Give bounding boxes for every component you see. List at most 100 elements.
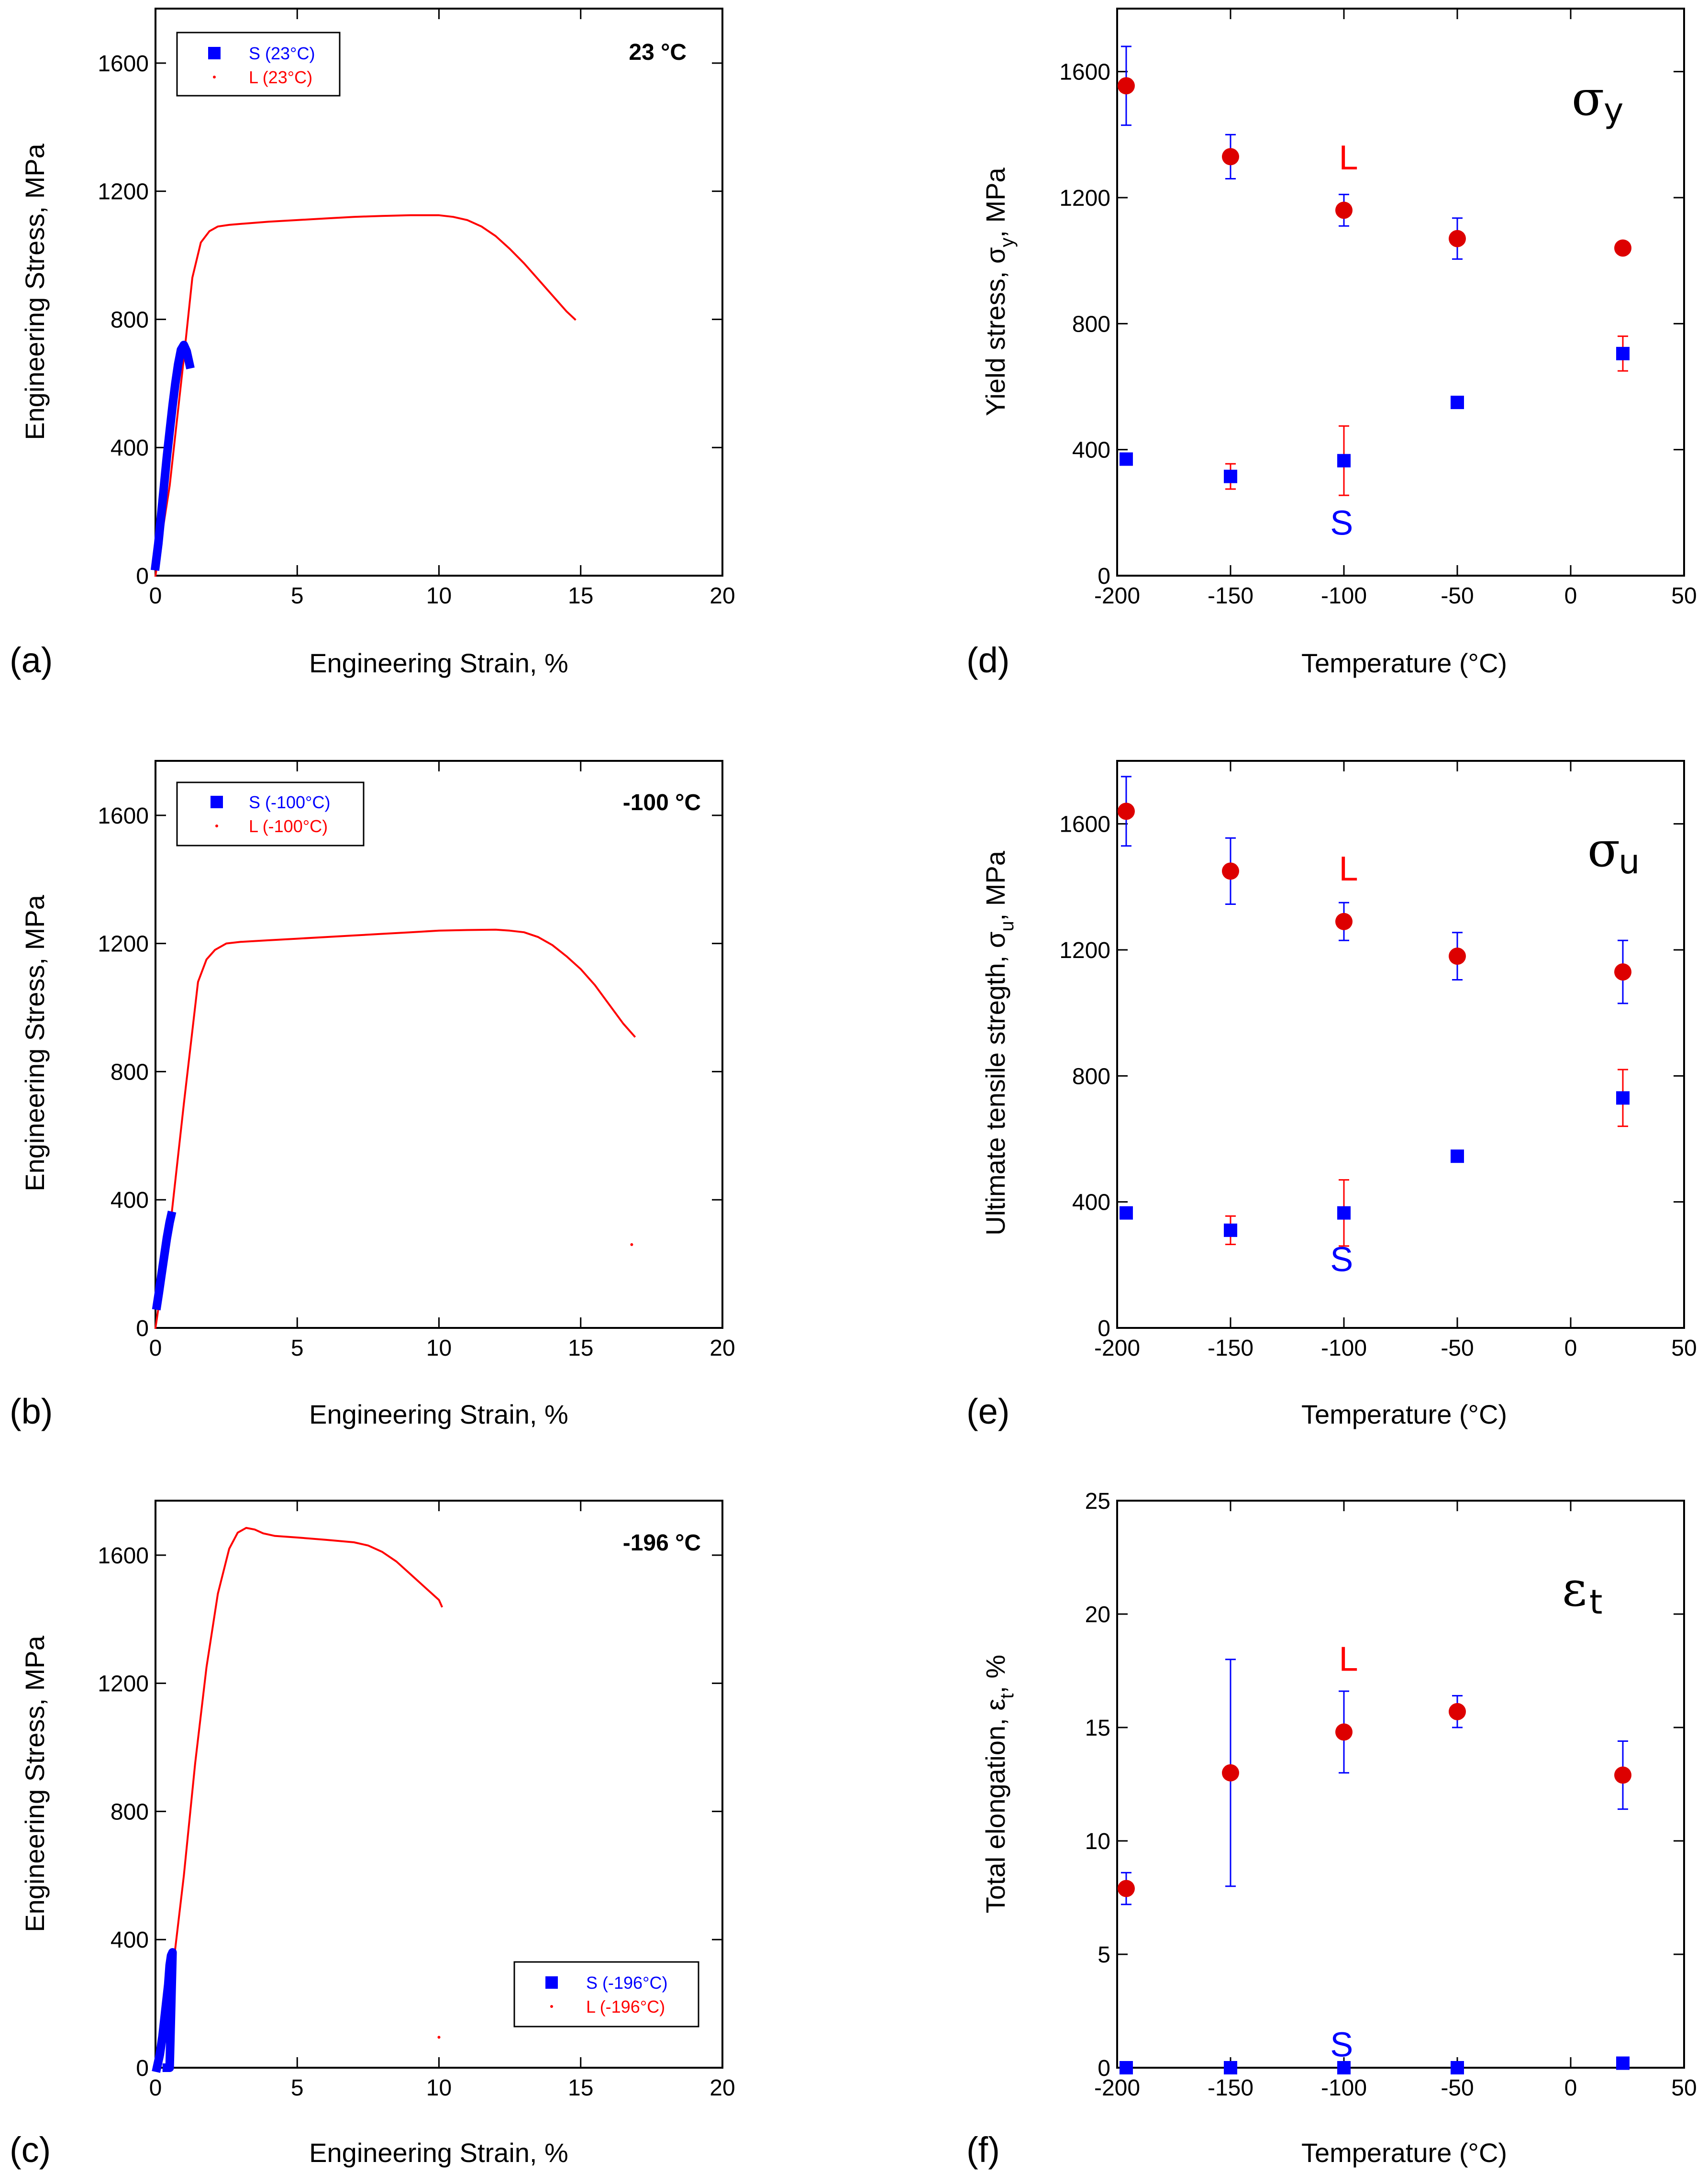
data-point-s bbox=[1337, 2061, 1351, 2074]
y-tick-label: 0 bbox=[136, 2056, 149, 2081]
temperature-label: -100 °C bbox=[623, 790, 701, 815]
data-point-s bbox=[1224, 469, 1237, 483]
y-tick-label: 0 bbox=[1098, 1316, 1110, 1341]
x-tick-labels: -200 -150 -100 -50 0 50 bbox=[1094, 1336, 1697, 1361]
data-point-s bbox=[1119, 452, 1133, 466]
data-marks bbox=[1117, 45, 1632, 496]
data-point-l bbox=[1449, 1703, 1466, 1720]
legend-label-l: L (-196°C) bbox=[586, 1997, 665, 2017]
x-tick-label: 15 bbox=[568, 1336, 593, 1361]
panel-symbol: σ y bbox=[1572, 70, 1623, 130]
legend-marker-s bbox=[208, 47, 221, 59]
x-tick-labels: -200 -150 -100 -50 0 50 bbox=[1094, 583, 1697, 609]
x-tick-label: -100 bbox=[1321, 583, 1367, 609]
x-tick-label: -200 bbox=[1094, 2075, 1140, 2101]
y-tick-label: 15 bbox=[1085, 1716, 1110, 1741]
series-annotation-s: S bbox=[1330, 2026, 1353, 2064]
y-tick-label: 800 bbox=[111, 307, 149, 333]
data-point-s bbox=[1119, 1206, 1133, 1220]
x-tick-label: -200 bbox=[1094, 1336, 1140, 1361]
x-tick-label: 15 bbox=[568, 2075, 593, 2101]
legend: S (-196°C) L (-196°C) bbox=[513, 1961, 699, 2028]
symbol-subscript: y bbox=[1604, 91, 1623, 130]
legend-marker-s bbox=[211, 796, 223, 808]
stray-point bbox=[437, 2036, 441, 2039]
y-tick-label: 0 bbox=[1098, 564, 1110, 589]
annotations: LS bbox=[1330, 1640, 1358, 2064]
legend: S (23°C) L (23°C) bbox=[176, 32, 341, 97]
x-tick-label: 10 bbox=[426, 2075, 452, 2101]
y-tick-label: 1600 bbox=[98, 1543, 149, 1569]
panel-label: (d) bbox=[966, 640, 1009, 680]
x-axis-label: Engineering Strain, % bbox=[309, 2138, 568, 2168]
legend-label-l: L (23°C) bbox=[249, 67, 312, 87]
x-axis-label: Temperature (°C) bbox=[1301, 2138, 1507, 2168]
data-point-l bbox=[1449, 230, 1466, 247]
data-marks bbox=[1117, 776, 1632, 1247]
y-axis-label: Engineering Stress, MPa bbox=[20, 894, 50, 1191]
axis-ticks bbox=[155, 9, 723, 577]
y-tick-label: 0 bbox=[136, 1316, 149, 1341]
legend-marker-s bbox=[545, 1976, 558, 1989]
symbol-subscript: t bbox=[1589, 1582, 1602, 1622]
data-point-l bbox=[1614, 1766, 1632, 1784]
axis-ticks bbox=[155, 761, 723, 1329]
symbol-sigma: σ bbox=[1587, 822, 1620, 878]
x-tick-label: 20 bbox=[710, 2075, 735, 2101]
x-tick-label: 50 bbox=[1671, 1336, 1697, 1361]
data-point-s bbox=[1451, 2061, 1464, 2074]
annotations: LS bbox=[1330, 139, 1358, 543]
y-tick-label: 1600 bbox=[1059, 812, 1110, 837]
panel-label: (a) bbox=[10, 640, 53, 680]
x-tick-label: 10 bbox=[426, 583, 452, 609]
y-tick-label: 1600 bbox=[98, 803, 149, 829]
y-tick-label: 1600 bbox=[98, 51, 149, 77]
series-s-curve bbox=[152, 1210, 177, 1311]
data-point-l bbox=[1335, 201, 1353, 219]
panel-c: 0 5 10 15 20 0 400 800 1200 1600 Engineering Str… bbox=[10, 1500, 735, 2170]
data-point-l bbox=[1222, 1764, 1239, 1782]
data-point-s bbox=[1119, 2061, 1133, 2074]
y-tick-labels: 0 400 800 1200 1600 bbox=[98, 51, 149, 589]
x-tick-label: 15 bbox=[568, 583, 593, 609]
series-l-curve bbox=[154, 1527, 444, 2069]
legend-box bbox=[513, 1961, 699, 2028]
legend-box bbox=[176, 32, 341, 97]
data-point-l bbox=[1222, 148, 1239, 166]
axis-ticks bbox=[1116, 761, 1685, 1329]
x-tick-label: -50 bbox=[1441, 583, 1474, 609]
x-tick-label: -200 bbox=[1094, 583, 1140, 609]
axis-ticks bbox=[1116, 9, 1685, 577]
x-tick-label: -50 bbox=[1441, 2075, 1474, 2101]
legend-marker-l bbox=[213, 76, 216, 78]
x-tick-label: 5 bbox=[291, 2075, 304, 2101]
y-tick-label: 20 bbox=[1085, 1602, 1110, 1627]
data-point-l bbox=[1117, 77, 1135, 95]
data-point-s bbox=[1451, 1149, 1464, 1163]
y-tick-label: 1200 bbox=[1059, 938, 1110, 963]
plot-frame bbox=[1116, 1500, 1685, 2069]
symbol-epsilon: ε bbox=[1562, 1561, 1587, 1617]
x-tick-labels: -200 -150 -100 -50 0 50 bbox=[1094, 2075, 1697, 2101]
data-point-s bbox=[1337, 454, 1351, 468]
x-tick-labels: 0 5 10 15 20 bbox=[149, 583, 735, 609]
panel-symbol: σ u bbox=[1587, 822, 1640, 881]
y-tick-label: 1200 bbox=[98, 932, 149, 957]
series-l-curve bbox=[154, 214, 577, 577]
y-tick-label: 800 bbox=[111, 1059, 149, 1085]
data-point-l bbox=[1335, 1723, 1353, 1741]
legend-label-l: L (-100°C) bbox=[249, 816, 328, 836]
y-tick-label: 400 bbox=[111, 1188, 149, 1213]
data-marks bbox=[150, 214, 577, 577]
y-axis-label: Engineering Stress, MPa bbox=[20, 1635, 50, 1932]
panel-label: (f) bbox=[966, 2130, 1000, 2170]
y-tick-label: 400 bbox=[1072, 1190, 1110, 1215]
x-tick-label: 0 bbox=[149, 2075, 162, 2101]
y-tick-label: 1200 bbox=[98, 1671, 149, 1697]
series-annotation-l: L bbox=[1339, 139, 1358, 177]
panel-f: -200 -150 -100 -50 0 50 0 5 10 15 20 25 Temperatur… bbox=[966, 1489, 1697, 2170]
y-tick-label: 400 bbox=[111, 1928, 149, 1953]
temperature-label: -196 °C bbox=[623, 1530, 701, 1556]
legend-marker-l bbox=[215, 825, 218, 827]
